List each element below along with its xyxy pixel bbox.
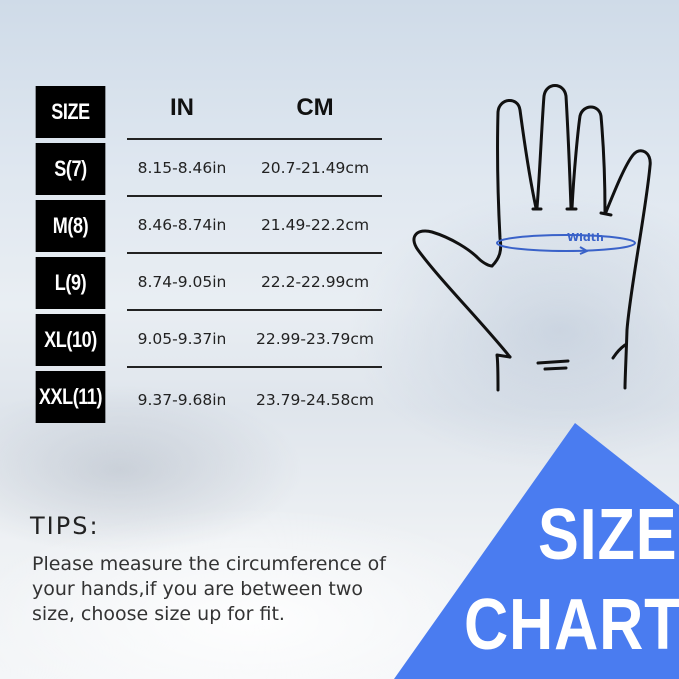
divider <box>127 309 382 311</box>
width-label: Width <box>567 231 604 244</box>
divider <box>127 252 382 254</box>
cm-value: 20.7-21.49cm <box>260 159 370 177</box>
banner-chart-text: CHART <box>464 585 679 665</box>
cm-value: 22.2-22.99cm <box>260 273 370 291</box>
size-label: XXL(11) <box>35 371 106 423</box>
cm-value: 23.79-24.58cm <box>256 391 374 409</box>
cm-value: 22.99-23.79cm <box>256 330 374 348</box>
arrow-icon <box>579 246 590 255</box>
divider <box>127 138 382 140</box>
in-value: 8.15-8.46in <box>137 159 227 177</box>
in-value: 9.05-9.37in <box>137 330 227 348</box>
cm-value: 21.49-22.2cm <box>260 216 370 234</box>
in-value: 9.37-9.68in <box>137 391 227 409</box>
tips-title: TIPS: <box>30 512 100 540</box>
size-label: L(9) <box>35 257 106 309</box>
in-header: IN <box>170 94 194 121</box>
cm-header: CM <box>296 94 334 121</box>
divider <box>127 366 382 368</box>
size-label: XL(10) <box>35 314 106 366</box>
hand-outline-icon <box>412 84 652 392</box>
divider <box>127 195 382 197</box>
banner-size-text: SIZE <box>538 495 678 575</box>
size-label: S(7) <box>35 143 106 195</box>
in-value: 8.46-8.74in <box>137 216 227 234</box>
size-label: M(8) <box>35 200 106 252</box>
size-header: SIZE <box>35 86 106 138</box>
tips-text: Please measure the circumference of your… <box>32 553 386 625</box>
width-measure-ring <box>496 234 636 252</box>
in-value: 8.74-9.05in <box>137 273 227 291</box>
